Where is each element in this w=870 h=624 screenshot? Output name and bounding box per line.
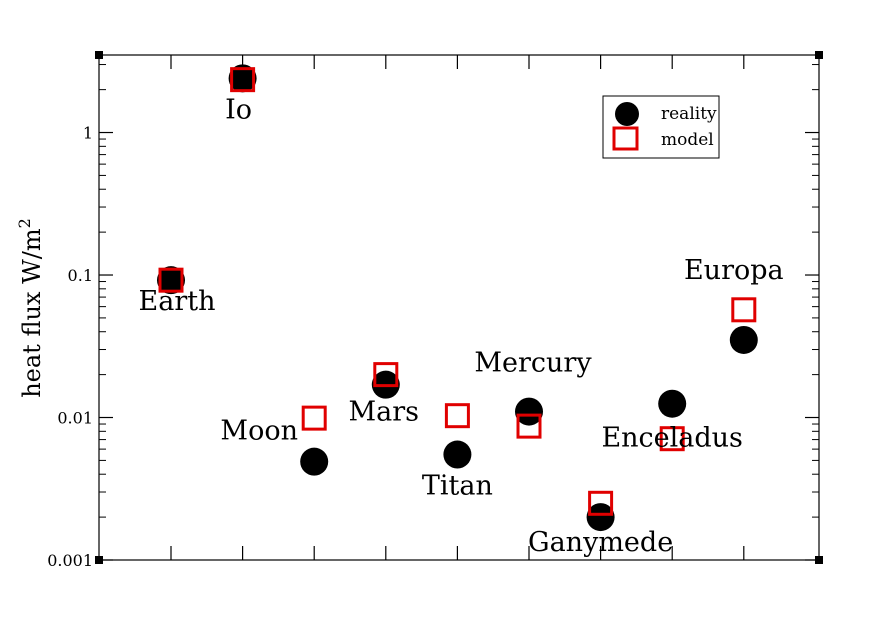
y-tick-label: 0.1 (68, 266, 93, 285)
model-point-titan (444, 403, 470, 429)
y-axis-title: heat flux W/m2 (15, 218, 46, 398)
category-label-ganymede: Ganymede (528, 527, 673, 558)
y-tick-label: 1 (83, 124, 93, 143)
category-label-moon: Moon (220, 416, 298, 447)
legend: reality model (602, 95, 720, 159)
y-axis-ticks: 0.001 0.01 0.1 1 (47, 64, 819, 570)
y-tick-label: 0.01 (57, 409, 93, 428)
category-label-europa: Europa (684, 255, 784, 286)
reality-point-mercury (515, 397, 543, 426)
category-label-mars: Mars (349, 397, 420, 428)
model-point-enceladus (659, 426, 685, 452)
corner-marker (815, 556, 823, 564)
corner-marker (815, 51, 823, 59)
legend-label-model: model (661, 130, 714, 150)
legend-marker-reality (615, 102, 639, 126)
model-point-earth (158, 267, 184, 293)
category-label-titan: Titan (422, 471, 493, 502)
category-label-earth: Earth (139, 286, 216, 317)
model-point-mercury (516, 413, 542, 439)
model-point-europa (731, 297, 757, 323)
corner-marker (95, 51, 103, 59)
category-labels: Earth Io Moon Mars Titan Mercury Ganymede Encel… (139, 94, 784, 558)
model-point-ganymede (588, 490, 614, 516)
plot-frame (98, 54, 820, 561)
reality-point-io (228, 64, 257, 93)
x-axis-ticks (95, 51, 823, 564)
category-label-enceladus: Enceladus (601, 423, 742, 454)
reality-point-europa (729, 325, 758, 354)
model-point-io (230, 67, 256, 93)
model-point-moon (301, 405, 327, 431)
corner-marker (95, 556, 103, 564)
category-label-mercury: Mercury (474, 348, 592, 379)
model-point-mars (373, 362, 399, 388)
reality-point-enceladus (658, 389, 687, 418)
legend-label-reality: reality (661, 104, 717, 124)
data-points (157, 64, 758, 532)
reality-point-earth (157, 266, 185, 295)
y-tick-label: 0.001 (47, 551, 93, 570)
reality-point-ganymede (586, 503, 615, 532)
reality-point-moon (300, 447, 329, 476)
category-label-io: Io (225, 94, 252, 125)
reality-point-titan (443, 440, 472, 469)
legend-marker-model (612, 126, 639, 151)
